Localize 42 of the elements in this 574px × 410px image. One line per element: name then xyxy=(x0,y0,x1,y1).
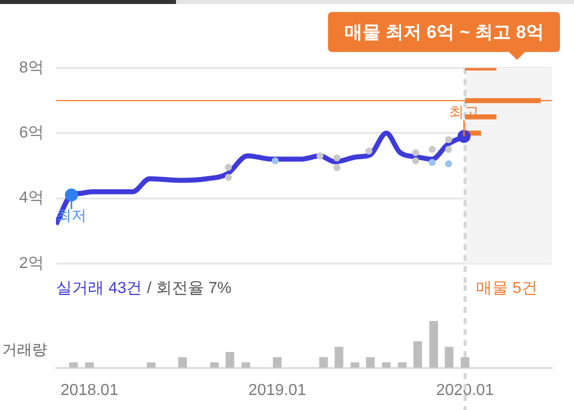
point xyxy=(333,154,340,162)
x-tick-label: 2020.01 xyxy=(436,382,494,399)
bar xyxy=(178,357,187,368)
bar xyxy=(366,357,375,368)
bar xyxy=(69,362,78,368)
point xyxy=(445,136,452,144)
point xyxy=(224,174,232,181)
point xyxy=(224,164,232,171)
point xyxy=(333,164,340,172)
y-tick-label: 4억 xyxy=(19,190,44,207)
bar xyxy=(334,346,344,368)
x-tick-label: 2019.01 xyxy=(248,382,306,399)
point xyxy=(428,158,436,166)
y-axis-title: 거래량 xyxy=(2,342,47,359)
y-tick-label: 8억 xyxy=(19,59,44,76)
bar xyxy=(85,362,94,368)
x-tick-label: 2018.01 xyxy=(60,382,118,399)
point xyxy=(412,149,420,156)
bar xyxy=(272,357,282,368)
bar xyxy=(460,357,470,368)
point xyxy=(365,148,372,155)
bar xyxy=(350,362,360,368)
bar xyxy=(413,341,422,368)
point xyxy=(445,146,452,153)
bar xyxy=(444,346,454,368)
point xyxy=(458,130,471,143)
bar xyxy=(429,321,438,368)
point xyxy=(412,157,420,164)
bar xyxy=(210,362,219,368)
point xyxy=(428,146,436,153)
y-tick-label: 2억 xyxy=(19,254,44,272)
text: 실거래 43건 xyxy=(56,279,142,299)
bar xyxy=(226,352,234,368)
y-tick-label: 6억 xyxy=(19,124,44,142)
text: 매물 최저 6억 ~ 최고 8억 xyxy=(328,12,560,52)
point xyxy=(272,157,279,164)
point xyxy=(316,152,324,160)
point xyxy=(445,160,452,168)
point xyxy=(64,188,78,202)
bar xyxy=(319,357,328,368)
text: 매물 5건 xyxy=(476,279,538,299)
text: / 회전율 7% xyxy=(147,279,232,299)
